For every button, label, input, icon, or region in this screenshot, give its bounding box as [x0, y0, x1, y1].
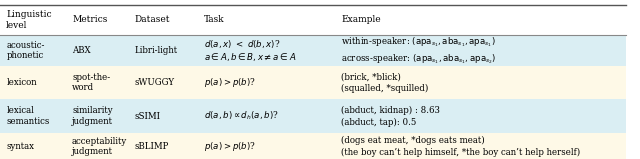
- Text: lexical
semantics: lexical semantics: [6, 106, 50, 126]
- Text: sSIMI: sSIMI: [134, 112, 161, 121]
- Text: $p(a)$$>$$p(b)$?: $p(a)$$>$$p(b)$?: [204, 76, 255, 89]
- Text: lexicon: lexicon: [6, 78, 37, 87]
- Text: Dataset: Dataset: [134, 15, 170, 24]
- Bar: [0, 66, 627, 99]
- Text: acoustic-
phonetic: acoustic- phonetic: [6, 41, 45, 60]
- Bar: [0, 133, 627, 159]
- Text: Linguistic
level: Linguistic level: [6, 10, 52, 30]
- Text: acceptability
judgment: acceptability judgment: [72, 137, 127, 156]
- Bar: [0, 99, 627, 133]
- Text: (brick, *blick)
(squalled, *squilled): (brick, *blick) (squalled, *squilled): [341, 72, 429, 93]
- Text: Metrics: Metrics: [72, 15, 108, 24]
- Text: spot-the-
word: spot-the- word: [72, 73, 110, 92]
- Text: $d(a,b) \propto d_h(a,b)$?: $d(a,b) \propto d_h(a,b)$?: [204, 110, 278, 122]
- Text: Example: Example: [341, 15, 381, 24]
- Text: $d(a,x)$ $<$ $d(b,x)$?
$a \in A, b \in B, x \neq a \in A$: $d(a,x)$ $<$ $d(b,x)$? $a \in A, b \in B…: [204, 38, 296, 63]
- Text: within-speaker: $(\mathrm{apa}_{s_1}, \mathrm{aba}_{s_1}, \mathrm{apa}_{s_1})$
a: within-speaker: $(\mathrm{apa}_{s_1}, \m…: [341, 35, 497, 66]
- Text: syntax: syntax: [6, 142, 35, 151]
- Text: $p(a) > p(b)$?: $p(a) > p(b)$?: [204, 140, 255, 153]
- Text: sWUGGY: sWUGGY: [134, 78, 175, 87]
- Text: Task: Task: [204, 15, 224, 24]
- Text: Libri-light: Libri-light: [134, 46, 178, 55]
- Text: similarity
judgment: similarity judgment: [72, 106, 113, 126]
- Text: (dogs eat meat, *dogs eats meat)
(the boy can’t help himself, *the boy can’t hel: (dogs eat meat, *dogs eats meat) (the bo…: [341, 136, 580, 157]
- Text: (abduct, kidnap) : 8.63
(abduct, tap): 0.5: (abduct, kidnap) : 8.63 (abduct, tap): 0…: [341, 106, 440, 127]
- Bar: [0, 35, 627, 66]
- Text: sBLIMP: sBLIMP: [134, 142, 169, 151]
- Text: ABX: ABX: [72, 46, 91, 55]
